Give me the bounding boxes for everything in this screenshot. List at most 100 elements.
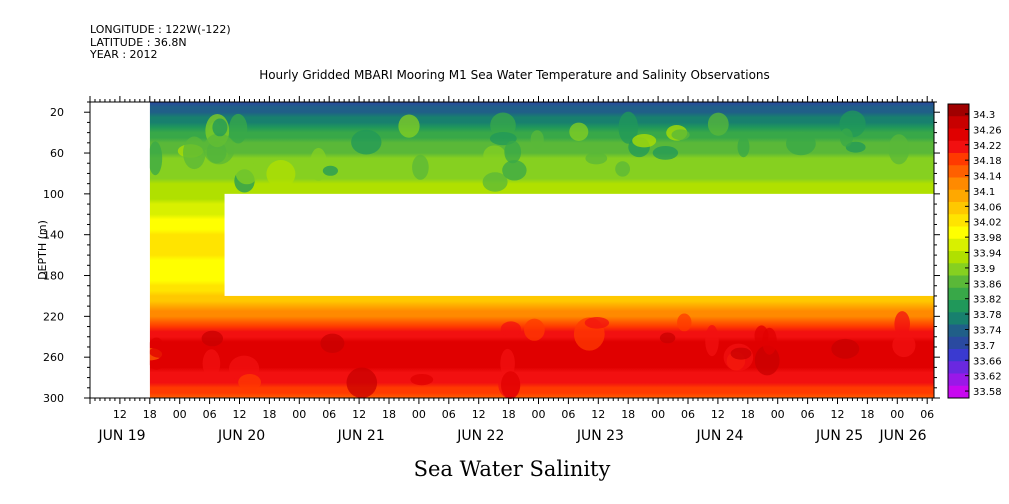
field-variation [524,318,545,341]
field-variation [530,130,544,149]
colorbar-label: 34.18 [973,156,1002,167]
x-date-label: JUN 23 [576,428,624,444]
x-date-label: JUN 22 [456,428,504,444]
colorbar-segment [948,128,969,142]
field-variation [238,374,261,391]
x-hour-label: 00 [412,408,426,421]
field-variation [309,147,328,181]
field-variation [482,172,508,192]
x-hour-label: 12 [472,408,486,421]
field-variation [892,333,916,358]
x-hour-label: 12 [831,408,845,421]
x-hour-label: 00 [532,408,546,421]
x-hour-label: 18 [143,408,157,421]
y-tick-label: 260 [43,351,64,364]
colorbar-segment [948,202,969,215]
field-variation [483,145,506,166]
field-variation [618,111,639,144]
field-variation [149,346,177,359]
x-hour-label: 18 [741,408,755,421]
colorbar-label: 33.7 [973,341,995,352]
field-variation [615,161,630,177]
x-date-label: JUN 19 [97,428,145,444]
field-variation [754,345,780,376]
field-variation [632,134,657,148]
x-date-label: JUN 25 [815,428,863,444]
colorbar-segment [948,104,969,117]
colorbar-label: 33.86 [973,279,1002,290]
x-hour-label: 00 [890,408,904,421]
colorbar-segment [948,275,969,289]
colorbar-segment [948,116,969,129]
colorbar-segment [948,153,969,166]
x-hour-label: 06 [561,408,575,421]
colorbar-label: 33.98 [973,233,1002,244]
colorbar-label: 33.94 [973,249,1002,260]
colorbar-segment [948,349,969,362]
field-variation [501,371,521,399]
x-hour-label: 00 [292,408,306,421]
x-hour-label: 06 [322,408,336,421]
y-tick-label: 100 [43,188,64,201]
field-variation [212,118,228,137]
y-axis-label: DEPTH (m) [36,220,49,280]
field-variation [585,152,608,165]
x-hour-label: 12 [233,408,247,421]
y-tick-label: 220 [43,310,64,323]
colorbar-label: 34.26 [973,125,1002,136]
colorbar-segment [948,214,969,227]
x-hour-label: 12 [113,408,127,421]
colorbar-label: 34.06 [973,202,1002,213]
field-variation [584,317,610,329]
x-hour-label: 06 [920,408,934,421]
colorbar-segment [948,263,969,276]
x-hour-label: 18 [382,408,396,421]
field-variation [894,311,910,337]
colorbar-segment [948,177,969,191]
x-axis-title: Sea Water Salinity [414,457,611,481]
colorbar-segment [948,312,969,325]
field-variation [671,129,690,140]
x-date-label: JUN 21 [337,428,385,444]
x-hour-label: 06 [681,408,695,421]
field-variation [888,134,910,165]
plot-frame [89,101,935,399]
colorbar-segment [948,165,969,178]
colorbar-segment [948,226,969,240]
colorbar-label: 33.9 [973,264,995,275]
field-variation [839,128,853,147]
field-variation [831,338,860,359]
field-variation [346,367,378,399]
field-variation [490,112,516,139]
y-tick-label: 180 [43,270,64,283]
field-variation [322,165,338,176]
field-variation [845,141,866,153]
colorbar-label: 33.62 [973,372,1002,383]
field-variation [502,160,527,181]
colorbar-segment [948,373,969,387]
field-variation [500,321,522,337]
colorbar-label: 34.3 [973,110,995,121]
x-hour-label: 00 [771,408,785,421]
field-variation [754,325,769,347]
colorbar-segment [948,385,969,399]
latitude-label: LATITUDE : 36.8N [90,35,187,49]
colorbar-segment [948,287,969,301]
field-variation [148,141,163,176]
field-variation [229,113,248,144]
y-tick-label: 20 [50,106,64,119]
year-label: YEAR : 2012 [90,48,158,61]
colorbar-label: 34.1 [973,187,995,198]
x-date-label: JUN 24 [695,428,743,444]
field-variation [569,122,589,141]
no-data-region [90,102,150,398]
field-variation [351,129,382,155]
field-variation [412,154,429,180]
longitude-label: LONGITUDE : 122W(-122) [90,23,231,36]
x-hour-label: 12 [591,408,605,421]
colorbar-segment [948,324,969,338]
field-variation [183,136,206,170]
x-axis: 12 18 00 06 12 18 00 06 12 18 00 06 12 18 00 06 12 18 00 06… [89,96,934,444]
colorbar-label: 34.22 [973,141,1002,152]
